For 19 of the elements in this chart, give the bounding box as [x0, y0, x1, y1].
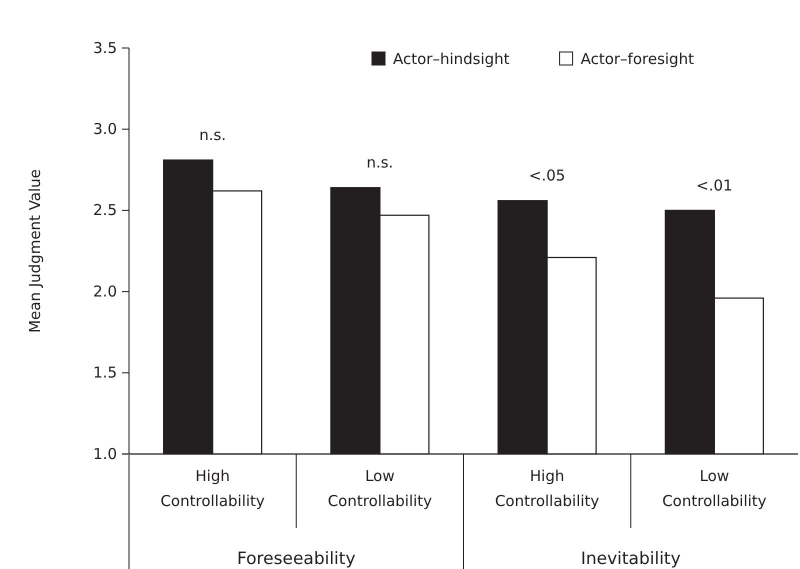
y-tick-label: 2.0 [93, 282, 117, 300]
annotation: <.05 [528, 166, 566, 185]
text: Inevitability [580, 549, 681, 569]
annotation: n.s. [199, 126, 226, 144]
text: Foreseeability [236, 549, 356, 569]
x-tick-label: Low Controllability [662, 467, 767, 510]
annotation: n.s. [366, 154, 394, 172]
y-tick-label: 3.0 [93, 120, 117, 138]
x-tick-label: Low Controllability [328, 467, 432, 510]
y-tick-label: 3.5 [93, 38, 117, 57]
x-tick-label: High Controllability [494, 467, 600, 510]
y-tick-label: 2.5 [93, 201, 117, 220]
y-tick-label: 1.0 [93, 444, 117, 463]
y-tick-label: 1.5 [93, 364, 117, 382]
x-tick-label: High Controllability [160, 467, 265, 510]
y-axis-title: Mean Judgment Value [26, 169, 44, 333]
legend-label: Actor–hindsight [393, 50, 510, 68]
annotation: <.01 [696, 176, 733, 194]
legend-label: Actor–foresight [580, 50, 694, 68]
